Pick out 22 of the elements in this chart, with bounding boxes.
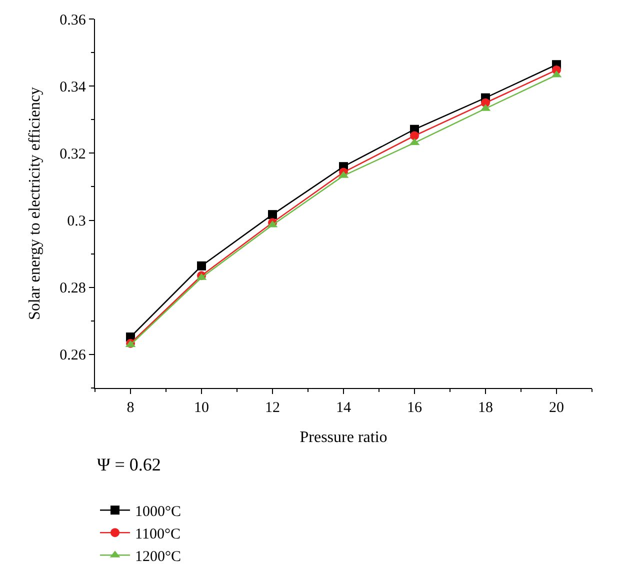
point bbox=[197, 261, 206, 270]
x-tick-label: 12 bbox=[265, 400, 280, 416]
x-tick-label: 10 bbox=[194, 400, 209, 416]
y-tick-label: 0.26 bbox=[60, 348, 86, 364]
legend-label: 1000°C bbox=[135, 504, 182, 520]
y-tick-label: 0.3 bbox=[67, 214, 86, 230]
x-axis-title: Pressure ratio bbox=[300, 428, 388, 446]
y-tick-label: 0.32 bbox=[60, 146, 86, 162]
x-tick-label: 8 bbox=[126, 400, 134, 416]
legend-label: 1200°C bbox=[135, 548, 182, 565]
y-tick-label: 0.34 bbox=[60, 79, 86, 96]
y-tick-label: 0.28 bbox=[60, 280, 86, 297]
y-axis-title: Solar energy to electricity efficiency bbox=[26, 86, 44, 320]
y-tick-label: 0.36 bbox=[60, 12, 86, 28]
legend-label: 1100°C bbox=[135, 526, 180, 542]
point bbox=[410, 131, 419, 140]
x-tick-label: 18 bbox=[478, 400, 493, 416]
x-tick-label: 14 bbox=[336, 400, 352, 416]
x-tick-label: 16 bbox=[407, 400, 422, 416]
point bbox=[268, 210, 277, 220]
x-tick-label: 20 bbox=[549, 400, 564, 416]
legend-title: Ψ = 0.62 bbox=[97, 454, 161, 474]
